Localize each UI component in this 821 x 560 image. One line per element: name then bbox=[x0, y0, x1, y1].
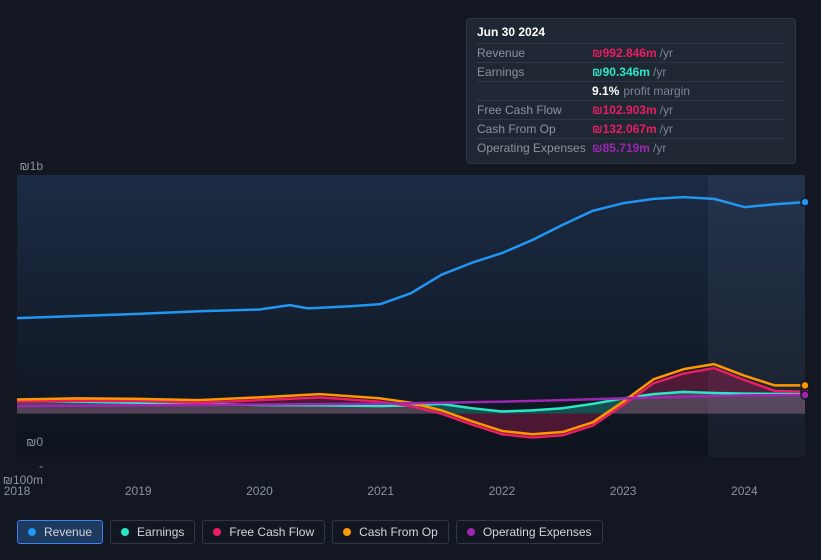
tooltip-row: Earnings₪90.346m/yr bbox=[477, 62, 785, 81]
legend-label: Free Cash Flow bbox=[229, 525, 314, 539]
legend-label: Revenue bbox=[44, 525, 92, 539]
tooltip-unit: /yr bbox=[660, 122, 673, 136]
x-axis-label: 2021 bbox=[361, 484, 401, 498]
legend-item-opex[interactable]: Operating Expenses bbox=[456, 520, 603, 544]
tooltip-row: Cash From Op₪132.067m/yr bbox=[477, 119, 785, 138]
tooltip-row: Free Cash Flow₪102.903m/yr bbox=[477, 100, 785, 119]
legend-dot bbox=[213, 528, 221, 536]
legend-item-cfo[interactable]: Cash From Op bbox=[332, 520, 449, 544]
x-axis-label: 2023 bbox=[603, 484, 643, 498]
chart-legend: Revenue Earnings Free Cash Flow Cash From O… bbox=[17, 520, 603, 544]
legend-item-fcf[interactable]: Free Cash Flow bbox=[202, 520, 325, 544]
tooltip-unit: /yr bbox=[660, 103, 673, 117]
tooltip-row: Revenue₪992.846m/yr bbox=[477, 43, 785, 62]
tooltip-value: ₪132.067m bbox=[592, 122, 657, 136]
tooltip-unit: /yr bbox=[653, 141, 666, 155]
legend-label: Operating Expenses bbox=[483, 525, 592, 539]
tooltip-profit-pct: 9.1% bbox=[592, 84, 619, 98]
legend-item-earnings[interactable]: Earnings bbox=[110, 520, 195, 544]
legend-dot bbox=[121, 528, 129, 536]
y-axis-label: ₪0 bbox=[26, 435, 43, 449]
tooltip-value: ₪90.346m bbox=[592, 65, 650, 79]
legend-dot bbox=[467, 528, 475, 536]
x-axis-label: 2018 bbox=[0, 484, 37, 498]
x-axis-label: 2022 bbox=[482, 484, 522, 498]
y-axis-label: -₪100m bbox=[0, 459, 43, 487]
legend-item-revenue[interactable]: Revenue bbox=[17, 520, 103, 544]
tooltip-date: Jun 30 2024 bbox=[477, 25, 785, 39]
end-marker-opex bbox=[801, 391, 809, 399]
tooltip-label: Operating Expenses bbox=[477, 141, 592, 155]
tooltip-row: Operating Expenses₪85.719m/yr bbox=[477, 138, 785, 157]
tooltip-subrow: 9.1% profit margin bbox=[477, 81, 785, 100]
tooltip-value: ₪992.846m bbox=[592, 46, 657, 60]
chart-tooltip: Jun 30 2024 Revenue₪992.846m/yrEarnings₪… bbox=[466, 18, 796, 164]
legend-label: Earnings bbox=[137, 525, 184, 539]
tooltip-label: Earnings bbox=[477, 65, 592, 79]
tooltip-value: ₪102.903m bbox=[592, 103, 657, 117]
end-marker-revenue bbox=[801, 198, 809, 206]
x-axis-label: 2020 bbox=[239, 484, 279, 498]
tooltip-label: Cash From Op bbox=[477, 122, 592, 136]
legend-dot bbox=[343, 528, 351, 536]
legend-dot bbox=[28, 528, 36, 536]
tooltip-value: ₪85.719m bbox=[592, 141, 650, 155]
x-axis-label: 2024 bbox=[724, 484, 764, 498]
tooltip-unit: /yr bbox=[660, 46, 673, 60]
tooltip-label: Revenue bbox=[477, 46, 592, 60]
end-marker-cfo bbox=[801, 381, 809, 389]
tooltip-profit-label: profit margin bbox=[623, 84, 690, 98]
y-axis-label: ₪1b bbox=[19, 159, 43, 173]
x-axis-label: 2019 bbox=[118, 484, 158, 498]
tooltip-label: Free Cash Flow bbox=[477, 103, 592, 117]
legend-label: Cash From Op bbox=[359, 525, 438, 539]
tooltip-unit: /yr bbox=[653, 65, 666, 79]
